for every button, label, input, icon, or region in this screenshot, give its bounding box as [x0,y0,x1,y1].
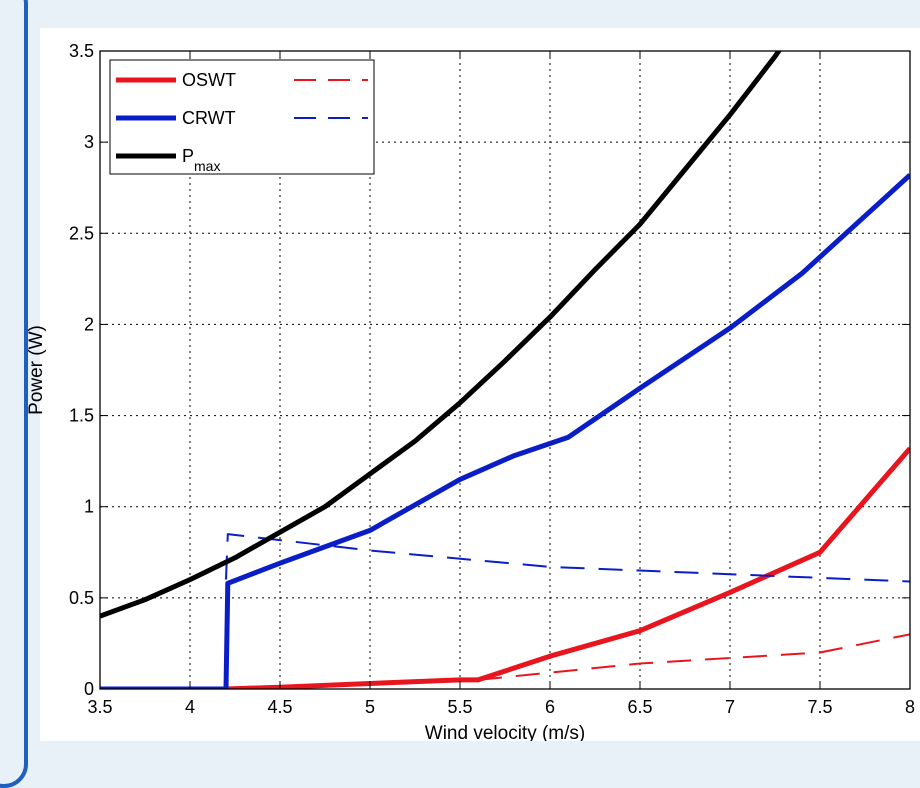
axes-box [99,50,911,690]
y-tick-label: 1.5 [69,406,94,426]
y-tick-label: 1 [84,497,94,517]
ticks: 3.5 4 4.5 5 5.5 6 6.5 7 7.5 8 0 0.5 1 1.5 2 2.5 3 3.5 [69,41,915,717]
power-curve-chart: 3.5 4 4.5 5 5.5 6 6.5 7 7.5 8 0 0.5 1 1.5 2 2.5 3 3.5 Win… [26,41,915,741]
x-tick-label: 6.5 [627,697,652,717]
x-tick-label: 3.5 [87,697,112,717]
oswt-solid-line [100,446,910,689]
x-tick-label: 8 [905,697,915,717]
x-tick-label: 4.5 [267,697,292,717]
legend-label: CRWT [182,108,236,128]
y-tick-label: 0.5 [69,588,94,608]
x-axis-label: Wind velocity (m/s) [425,723,585,741]
oswt-dashed-line [477,633,910,681]
crwt-solid-line [100,173,910,689]
x-tick-label: 7.5 [807,697,832,717]
grid [100,51,910,689]
y-tick-label: 3.5 [69,41,94,61]
y-axis-label: Power (W) [26,325,47,415]
crwt-dashed-line [225,533,910,583]
y-tick-label: 3 [84,132,94,152]
p-solid-line [100,51,782,619]
x-tick-label: 6 [545,697,555,717]
x-tick-label: 5.5 [447,697,472,717]
x-tick-label: 7 [725,697,735,717]
y-tick-label: 0 [84,679,94,699]
series-layer [100,51,910,689]
legend-label: OSWT [182,70,236,90]
y-tick-label: 2.5 [69,223,94,243]
y-tick-label: 2 [84,314,94,334]
x-tick-label: 4 [185,697,195,717]
x-tick-label: 5 [365,697,375,717]
